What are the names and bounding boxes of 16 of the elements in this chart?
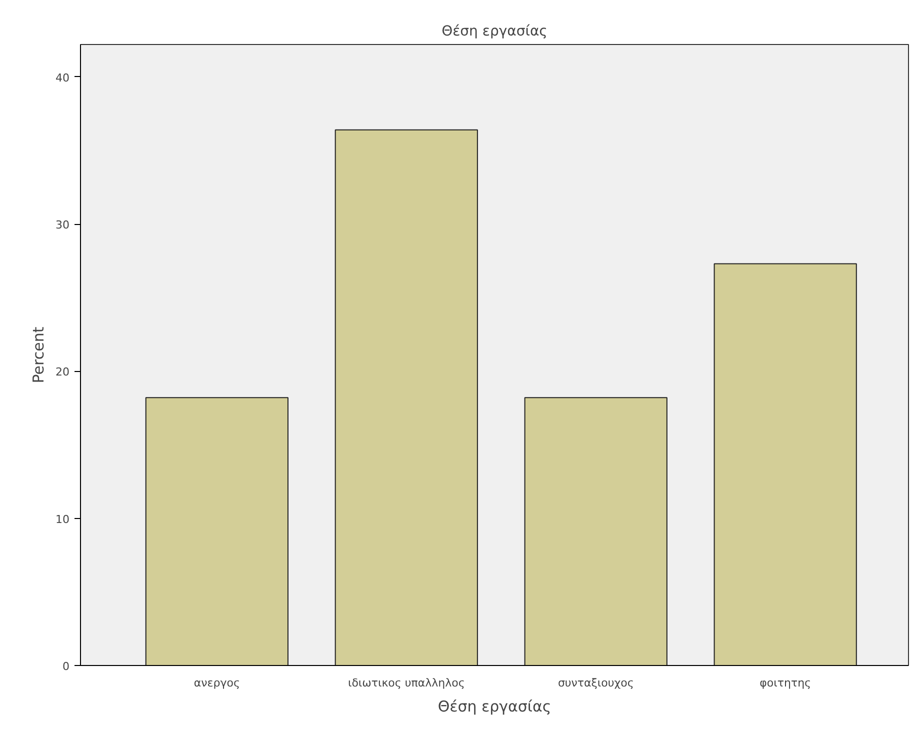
- chart-title: Θέση εργασίας: [442, 24, 548, 40]
- x-tick-label: φοιτητης: [760, 676, 812, 690]
- x-axis-title: Θέση εργασίας: [438, 698, 552, 716]
- y-tick-label: 10: [56, 512, 70, 526]
- x-tick-label: συνταξιουχος: [558, 676, 634, 690]
- y-axis-title: Percent: [30, 326, 48, 384]
- y-tick-label: 20: [56, 366, 70, 379]
- y-tick-label: 40: [56, 71, 70, 84]
- y-tick-label: 0: [62, 660, 70, 673]
- bar: [145, 397, 288, 666]
- x-tick-label: ανεργος: [194, 676, 240, 690]
- bar: [334, 129, 478, 666]
- bar: [524, 397, 668, 666]
- bar: [714, 263, 857, 666]
- x-tick-label: ιδιωτικος υπαλληλος: [348, 676, 465, 690]
- y-tick-label: 30: [56, 218, 70, 232]
